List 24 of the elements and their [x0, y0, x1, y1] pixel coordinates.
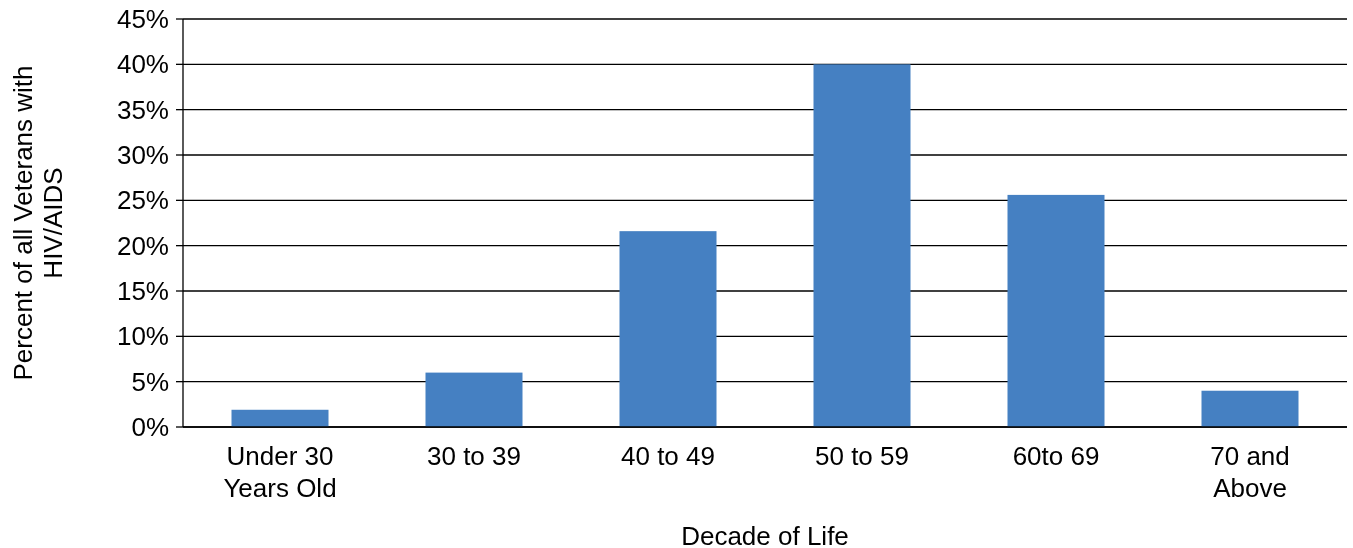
- x-tick-label: 60to 69: [1012, 441, 1100, 471]
- y-tick-label: 20%: [116, 230, 169, 261]
- bar: [1201, 390, 1299, 427]
- y-tick-label: 30%: [116, 140, 169, 171]
- y-tick-label: 10%: [116, 321, 169, 352]
- bar: [231, 409, 329, 427]
- y-tick-label: 15%: [116, 276, 169, 307]
- y-tick-label: 25%: [116, 185, 169, 216]
- y-tick-label: 40%: [116, 49, 169, 80]
- y-tick-label: 5%: [131, 366, 169, 397]
- x-tick-label: 50 to 59: [815, 441, 909, 471]
- y-axis-title: Percent of all Veterans with HIV/AIDS: [8, 65, 68, 381]
- bar: [1007, 194, 1105, 427]
- x-tick-label: 70 and Above: [1210, 441, 1290, 503]
- x-tick-label: 40 to 49: [621, 441, 715, 471]
- y-tick-label: 35%: [116, 94, 169, 125]
- bar: [425, 372, 523, 427]
- x-tick-label: 30 to 39: [427, 441, 521, 471]
- y-tick-label: 45%: [116, 4, 169, 35]
- y-tick-label: 0%: [131, 412, 169, 443]
- x-tick-label: Under 30 Years Old: [223, 441, 337, 503]
- x-axis-title: Decade of Life: [681, 521, 849, 548]
- bar: [813, 64, 911, 427]
- bar: [619, 231, 717, 427]
